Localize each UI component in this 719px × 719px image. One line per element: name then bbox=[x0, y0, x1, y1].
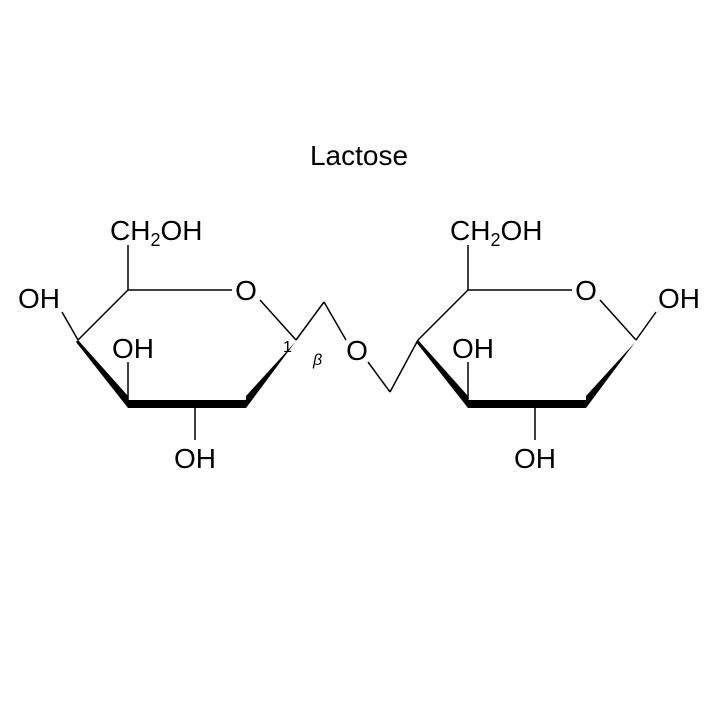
right-ring-oxygen: O bbox=[575, 275, 597, 306]
right-glucose-ring: O bbox=[416, 275, 638, 408]
left-c2-oh-label: OH bbox=[174, 443, 216, 474]
right-c1-oh-label: OH bbox=[658, 283, 700, 314]
anomeric-config-label: β bbox=[312, 352, 322, 369]
anomeric-position-label: 1 bbox=[283, 339, 292, 356]
left-c4-oh-label: OH bbox=[18, 283, 60, 314]
left-c3-oh-label: OH bbox=[112, 333, 154, 364]
right-c2-oh-label: OH bbox=[514, 443, 556, 474]
right-ch2oh-label: CH2OH bbox=[450, 215, 542, 250]
right-substituents: CH2OH OH OH OH bbox=[450, 215, 700, 474]
left-ch2oh-label: CH2OH bbox=[110, 215, 202, 250]
right-c3-oh-label: OH bbox=[452, 333, 494, 364]
left-substituents: CH2OH OH OH OH bbox=[18, 215, 216, 474]
glycosidic-bridge: O 1 β bbox=[283, 302, 418, 392]
left-ring-oxygen: O bbox=[235, 275, 257, 306]
left-galactose-ring: O bbox=[76, 275, 298, 408]
bridge-oxygen-label: O bbox=[346, 335, 368, 366]
diagram-title: Lactose bbox=[310, 140, 408, 171]
lactose-structure-diagram: Lactose O CH2OH OH OH OH bbox=[0, 0, 719, 719]
